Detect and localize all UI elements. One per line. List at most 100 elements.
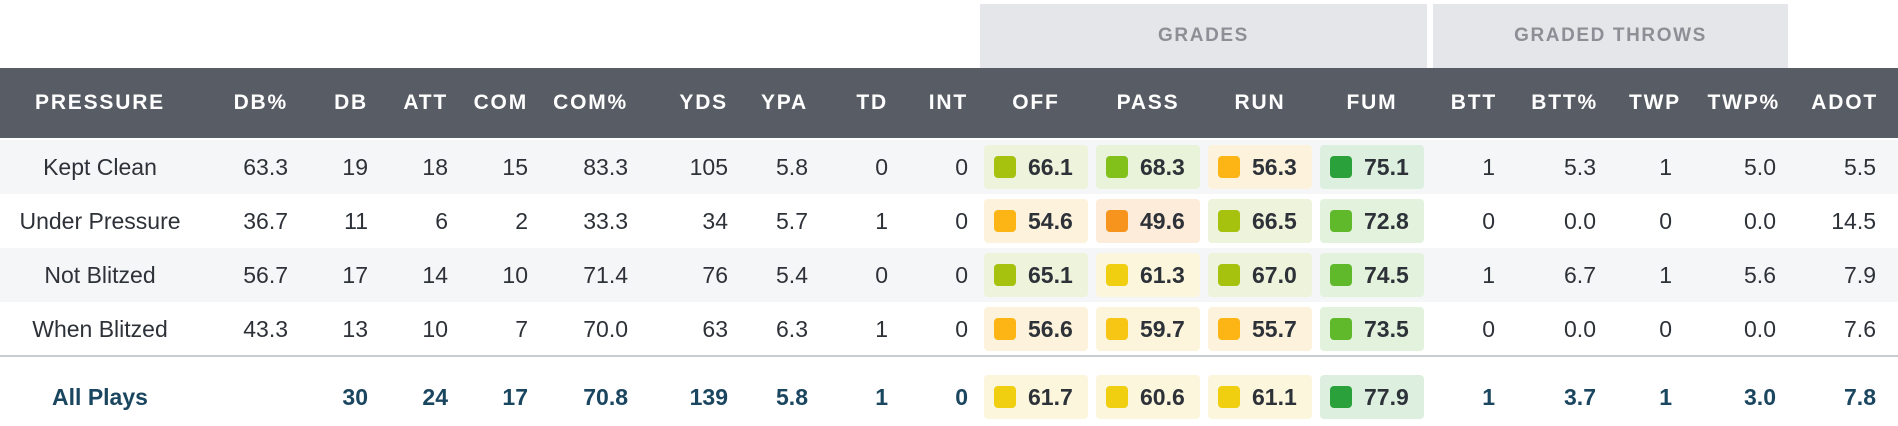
grade-badge-run: 67.0 (1208, 253, 1312, 297)
cell-att: 14 (422, 261, 448, 288)
column-header-yds[interactable]: YDS (679, 91, 728, 114)
cell-adot: 5.5 (1844, 153, 1876, 180)
cell-td: 1 (875, 383, 888, 410)
grade-value: 72.8 (1364, 207, 1409, 234)
cell-db-pct: 56.7 (243, 261, 288, 288)
cell-btt-pct: 0.0 (1564, 207, 1596, 234)
column-header-pressure[interactable]: PRESSURE (35, 91, 165, 114)
cell-twp-pct: 0.0 (1744, 207, 1776, 234)
grade-badge-off: 65.1 (984, 253, 1088, 297)
grade-color-swatch (1330, 264, 1352, 286)
cell-com-pct: 70.8 (583, 383, 628, 410)
column-header-off[interactable]: OFF (1012, 91, 1060, 114)
cell-twp: 1 (1659, 261, 1672, 288)
cell-db-pct: 43.3 (243, 315, 288, 342)
table-row: When Blitzed 43.3 13 10 7 70.0 63 6.3 1 0 56.6 59.7… (0, 302, 1898, 356)
cell-btt: 0 (1482, 315, 1495, 342)
column-header-btt-pct[interactable]: BTT% (1531, 91, 1598, 114)
grade-color-swatch (1330, 156, 1352, 178)
cell-btt-pct: 3.7 (1564, 383, 1596, 410)
grade-badge-fum: 74.5 (1320, 253, 1424, 297)
cell-att: 24 (422, 383, 448, 410)
column-header-db[interactable]: DB (334, 91, 368, 114)
cell-btt-pct: 0.0 (1564, 315, 1596, 342)
grade-value: 49.6 (1140, 207, 1185, 234)
column-header-int[interactable]: INT (928, 91, 968, 114)
grade-color-swatch (1218, 386, 1240, 408)
grade-badge-pass: 61.3 (1096, 253, 1200, 297)
column-header-ypa[interactable]: YPA (760, 91, 808, 114)
column-header-com[interactable]: COM (473, 91, 528, 114)
cell-ypa: 5.4 (776, 261, 808, 288)
grade-badge-pass: 60.6 (1096, 375, 1200, 419)
column-header-twp[interactable]: TWP (1628, 91, 1681, 114)
grade-color-swatch (1330, 210, 1352, 232)
cell-att: 18 (422, 153, 448, 180)
grade-badge-off: 54.6 (984, 199, 1088, 243)
cell-twp-pct: 5.6 (1744, 261, 1776, 288)
grade-badge-off: 61.7 (984, 375, 1088, 419)
grade-color-swatch (1218, 264, 1240, 286)
cell-int: 0 (955, 315, 968, 342)
cell-db: 17 (342, 261, 368, 288)
grade-value: 54.6 (1028, 207, 1073, 234)
column-header-twp-pct[interactable]: TWP% (1707, 91, 1780, 114)
grade-badge-off: 66.1 (984, 145, 1088, 189)
cell-db: 11 (344, 207, 368, 234)
table-row: Not Blitzed 56.7 17 14 10 71.4 76 5.4 0 0 65.1 61.3… (0, 248, 1898, 302)
column-header-db-pct[interactable]: DB% (233, 91, 288, 114)
row-label: All Plays (52, 383, 148, 410)
cell-att: 10 (422, 315, 448, 342)
grade-value: 75.1 (1364, 153, 1409, 180)
cell-com-pct: 70.0 (583, 315, 628, 342)
grade-badge-run: 61.1 (1208, 375, 1312, 419)
grade-color-swatch (994, 156, 1016, 178)
grade-value: 67.0 (1252, 261, 1297, 288)
grade-color-swatch (994, 264, 1016, 286)
grade-value: 66.5 (1252, 207, 1297, 234)
column-header-run[interactable]: RUN (1234, 91, 1286, 114)
cell-db: 13 (342, 315, 368, 342)
grade-color-swatch (994, 386, 1016, 408)
grade-badge-pass: 59.7 (1096, 307, 1200, 351)
cell-com-pct: 71.4 (583, 261, 628, 288)
grade-value: 74.5 (1364, 261, 1409, 288)
column-header-com-pct[interactable]: COM% (553, 91, 628, 114)
cell-att: 6 (435, 207, 448, 234)
cell-twp-pct: 5.0 (1744, 153, 1776, 180)
cell-int: 0 (955, 153, 968, 180)
column-header-adot[interactable]: ADOT (1811, 91, 1878, 114)
grade-color-swatch (1106, 156, 1128, 178)
cell-twp-pct: 3.0 (1744, 383, 1776, 410)
cell-yds: 105 (689, 153, 728, 180)
cell-td: 0 (875, 261, 888, 288)
cell-yds: 63 (702, 315, 728, 342)
grade-value: 59.7 (1140, 315, 1185, 342)
grade-value: 68.3 (1140, 153, 1185, 180)
column-header-pass[interactable]: PASS (1116, 91, 1180, 114)
column-header-btt[interactable]: BTT (1450, 91, 1497, 114)
grade-badge-run: 55.7 (1208, 307, 1312, 351)
table-header: PRESSURE DB% DB ATT COM COM% YDS YPA TD INT OFF PAS… (0, 68, 1898, 138)
cell-yds: 34 (702, 207, 728, 234)
grade-value: 61.1 (1252, 383, 1297, 410)
cell-yds: 139 (689, 383, 728, 410)
row-label: Not Blitzed (44, 261, 156, 288)
cell-btt: 0 (1482, 207, 1495, 234)
column-header-att[interactable]: ATT (403, 91, 448, 114)
total-row: All Plays 30 24 17 70.8 139 5.8 1 0 61.7 60.6 61.1 7… (0, 370, 1898, 424)
grade-value: 61.3 (1140, 261, 1185, 288)
grade-badge-fum: 75.1 (1320, 145, 1424, 189)
row-label: Under Pressure (19, 207, 181, 234)
grade-value: 60.6 (1140, 383, 1185, 410)
cell-btt: 1 (1482, 153, 1495, 180)
column-header-fum[interactable]: FUM (1346, 91, 1398, 114)
cell-yds: 76 (702, 261, 728, 288)
cell-db: 19 (342, 153, 368, 180)
row-label: When Blitzed (32, 315, 168, 342)
column-header-td[interactable]: TD (856, 91, 888, 114)
grade-badge-fum: 73.5 (1320, 307, 1424, 351)
cell-com: 2 (515, 207, 528, 234)
cell-int: 0 (955, 207, 968, 234)
grade-color-swatch (994, 210, 1016, 232)
